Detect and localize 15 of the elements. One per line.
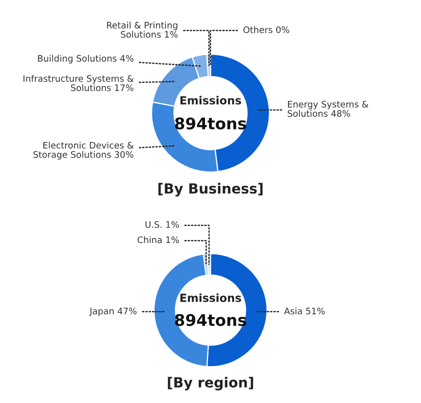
slice-label: Electronic Devices & Storage Solutions 30% [33,142,134,160]
text: Emissions [180,96,242,105]
slice-label: U.S. 1% [145,221,179,228]
slice-label: China 1% [138,236,179,244]
text: [By Business] [158,182,263,196]
text: Emissions [180,293,242,302]
category-label: Others 0% [243,26,290,34]
text: [By region] [168,376,254,390]
slice-label: Building Solutions 4% [38,54,134,64]
slice-label: Energy Systems & Solutions 48% [288,100,368,117]
slice-label: Asia 51% [284,307,325,314]
slice-label: Japan 47% [89,308,137,316]
text: 894tons [175,117,246,130]
slice-label: Retail & Printing Solutions 1% [107,22,178,38]
slice-label: Infrastructure Systems & Solutions 17% [24,74,134,92]
